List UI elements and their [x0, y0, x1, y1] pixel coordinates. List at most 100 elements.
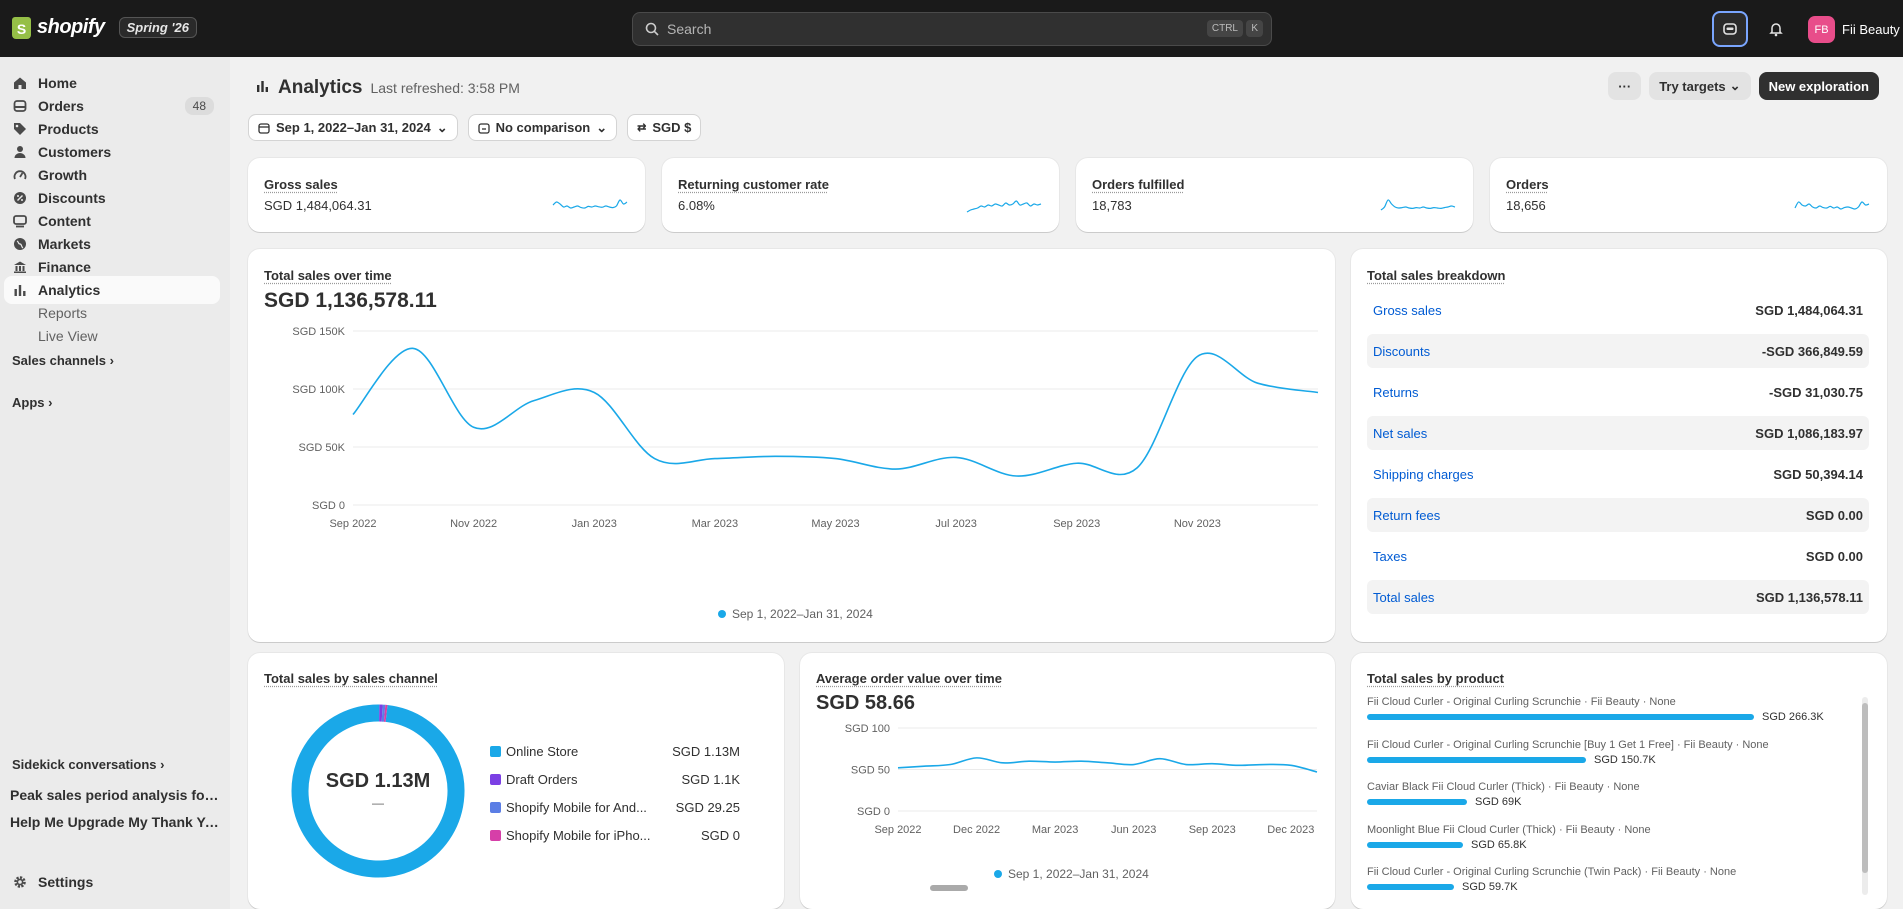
shortcut-ctrl: CTRL [1206, 20, 1243, 37]
sidebar-item-label: Growth [38, 167, 87, 183]
product-row[interactable]: Moonlight Blue Fii Cloud Curler (Thick) … [1367, 824, 1862, 851]
edition-badge[interactable]: Spring '26 [118, 17, 197, 38]
channel-color-swatch [490, 774, 501, 785]
logo-text: shopify [37, 16, 105, 38]
sidebar-item-settings[interactable]: Settings [4, 868, 220, 896]
sales-by-product-card[interactable]: Total sales by product Fii Cloud Curler … [1351, 653, 1887, 909]
person-icon [12, 144, 28, 160]
store-menu[interactable]: FB Fii Beauty [1808, 16, 1900, 43]
x-tick-label: Mar 2023 [1032, 824, 1078, 836]
card-title: Total sales by product [1367, 671, 1505, 686]
average-order-value-card[interactable]: Average order value over time SGD 58.66 … [800, 653, 1335, 909]
breakdown-label[interactable]: Returns [1373, 384, 1419, 400]
sidebar-item-home[interactable]: Home [4, 69, 220, 97]
sparkline [966, 200, 1042, 213]
conversation-item[interactable]: Help Me Upgrade My Thank Yo... [10, 814, 220, 830]
sidebar-item-customers[interactable]: Customers [4, 138, 220, 166]
date-range-picker[interactable]: Sep 1, 2022–Jan 31, 2024 ⌄ [248, 114, 458, 141]
horizontal-scroll-handle[interactable] [930, 885, 968, 891]
kpi-card-orders[interactable]: Orders 18,656 [1490, 158, 1887, 232]
exchange-icon: ⇄ [637, 122, 647, 134]
channel-legend-row[interactable]: Draft Orders SGD 1.1K [490, 772, 740, 787]
sidebar-item-products[interactable]: Products [4, 115, 220, 143]
new-exploration-button[interactable]: New exploration [1758, 72, 1879, 100]
x-tick-label: Nov 2023 [1174, 518, 1221, 530]
sales-by-channel-card[interactable]: Total sales by sales channel SGD 1.13M —… [248, 653, 784, 909]
sidebar-item-label: Analytics [38, 282, 101, 298]
content-icon [12, 213, 28, 229]
sidebar-item-live-view[interactable]: Live View [38, 328, 98, 344]
kpi-card-gross-sales[interactable]: Gross sales SGD 1,484,064.31 [248, 158, 645, 232]
card-title: Total sales over time [264, 268, 392, 283]
breakdown-label[interactable]: Discounts [1373, 343, 1431, 359]
kpi-title: Returning customer rate [678, 177, 829, 192]
sidebar-item-analytics[interactable]: Analytics [4, 276, 220, 304]
sales-channels-section[interactable]: Sales channels › [12, 353, 114, 368]
sidebar-item-reports[interactable]: Reports [38, 305, 88, 321]
sidebar-item-markets[interactable]: Markets [4, 230, 220, 258]
product-row[interactable]: Fii Cloud Curler - Original Curling Scru… [1367, 696, 1862, 723]
breakdown-label[interactable]: Gross sales [1373, 302, 1442, 318]
search-bar[interactable]: Search CTRL K [632, 12, 1272, 46]
breakdown-label[interactable]: Return fees [1373, 507, 1441, 523]
globe-icon [12, 236, 28, 252]
kpi-card-orders-fulfilled[interactable]: Orders fulfilled 18,783 [1076, 158, 1473, 232]
x-tick-label: Jul 2023 [935, 518, 977, 530]
sidebar-item-growth[interactable]: Growth [4, 161, 220, 189]
more-actions-button[interactable]: ··· [1608, 72, 1642, 100]
breakdown-label[interactable]: Total sales [1373, 589, 1435, 605]
product-row[interactable]: Fii Cloud Curler - Original Curling Scru… [1367, 866, 1862, 893]
donut-slice[interactable] [291, 704, 465, 878]
comparison-picker[interactable]: No comparison ⌄ [467, 114, 618, 141]
sidebar-item-finance[interactable]: Finance [4, 253, 220, 281]
product-row[interactable]: Fii Cloud Curler - Original Curling Scru… [1367, 739, 1862, 766]
scrollbar-thumb[interactable] [1862, 703, 1868, 873]
breakdown-row[interactable]: Discounts -SGD 366,849.59 [1367, 334, 1869, 368]
kpi-value: SGD 1,484,064.31 [264, 198, 372, 213]
total-sales-over-time-card[interactable]: Total sales over time SGD 1,136,578.11 S… [248, 249, 1335, 642]
try-targets-button[interactable]: Try targets ⌄ [1649, 72, 1751, 100]
product-row[interactable]: Caviar Black Fii Cloud Curler (Thick) · … [1367, 781, 1862, 808]
main-content: Analytics Last refreshed: 3:58 PM ··· Tr… [230, 57, 1903, 909]
button-label: Try targets [1659, 78, 1726, 94]
channel-legend-row[interactable]: Shopify Mobile for And... SGD 29.25 [490, 800, 740, 815]
total-sales-breakdown-card[interactable]: Total sales breakdown Gross sales SGD 1,4… [1351, 249, 1887, 642]
breakdown-row[interactable]: Gross sales SGD 1,484,064.31 [1367, 293, 1869, 327]
breakdown-row[interactable]: Net sales SGD 1,086,183.97 [1367, 416, 1869, 450]
breakdown-label[interactable]: Net sales [1373, 425, 1428, 441]
breakdown-row[interactable]: Taxes SGD 0.00 [1367, 539, 1869, 573]
sidebar-item-discounts[interactable]: Discounts [4, 184, 220, 212]
sidekick-conversations-section[interactable]: Sidekick conversations › [12, 757, 164, 772]
apps-section[interactable]: Apps › [12, 395, 52, 410]
breakdown-row[interactable]: Returns -SGD 31,030.75 [1367, 375, 1869, 409]
sidekick-button[interactable] [1712, 11, 1748, 47]
sparkline-path [1794, 201, 1870, 210]
product-value: SGD 150.7K [1594, 753, 1656, 766]
channel-legend-row[interactable]: Shopify Mobile for iPho... SGD 0 [490, 828, 740, 843]
product-bar [1367, 841, 1463, 848]
shopify-logo[interactable]: S shopify Spring '26 [12, 16, 197, 39]
x-tick-label: Jan 2023 [572, 518, 617, 530]
breakdown-label[interactable]: Taxes [1373, 548, 1407, 564]
y-tick-label: SGD 0 [857, 806, 890, 818]
channel-legend-row[interactable]: Online Store SGD 1.13M [490, 744, 740, 759]
breakdown-label[interactable]: Shipping charges [1373, 466, 1474, 482]
currency-picker[interactable]: ⇄ SGD $ [627, 114, 702, 141]
page-header: Analytics Last refreshed: 3:58 PM [255, 77, 520, 99]
shortcut-k: K [1246, 20, 1263, 37]
breakdown-row[interactable]: Total sales SGD 1,136,578.11 [1367, 580, 1869, 614]
breakdown-row[interactable]: Shipping charges SGD 50,394.14 [1367, 457, 1869, 491]
chevron-right-icon: › [109, 353, 114, 368]
vertical-scrollbar[interactable] [1862, 697, 1868, 895]
kpi-title: Orders [1506, 177, 1549, 192]
kpi-card-returning-customer-rate[interactable]: Returning customer rate 6.08% [662, 158, 1059, 232]
notifications-button[interactable] [1758, 11, 1794, 47]
sidebar-item-content[interactable]: Content [4, 207, 220, 235]
conversation-item[interactable]: Peak sales period analysis for ... [10, 787, 220, 803]
y-tick-label: SGD 0 [312, 500, 345, 512]
sidebar-item-orders[interactable]: Orders 48 [4, 92, 220, 120]
top-bar: S shopify Spring '26 Search CTRL K FB Fi… [0, 0, 1903, 57]
chevron-down-icon: ⌄ [436, 119, 448, 135]
sparkline-path [552, 199, 628, 209]
breakdown-row[interactable]: Return fees SGD 0.00 [1367, 498, 1869, 532]
